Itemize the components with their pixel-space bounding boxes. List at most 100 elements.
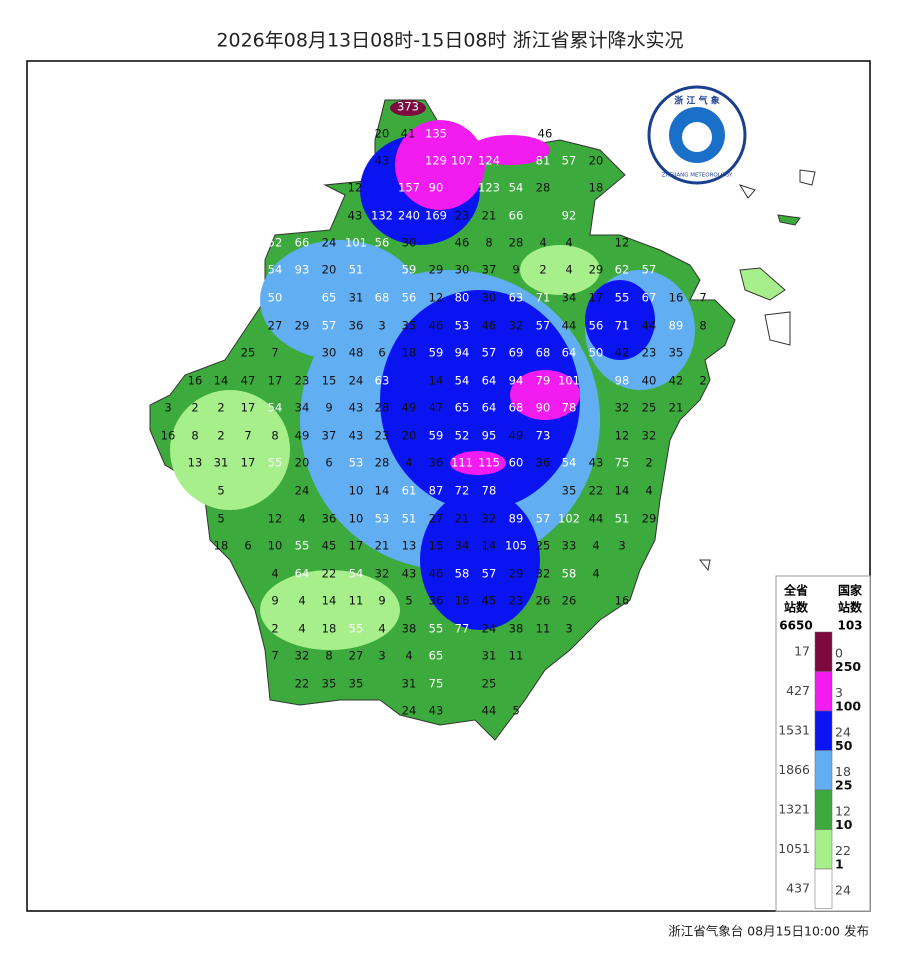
- station-value: 65: [455, 401, 470, 415]
- station-value: 129: [425, 154, 447, 168]
- station-value: 58: [562, 567, 577, 581]
- station-value: 14: [375, 484, 390, 498]
- legend-national-count: 22: [835, 843, 851, 858]
- station-value: 8: [191, 429, 198, 443]
- station-value: 75: [615, 456, 630, 470]
- legend-header: 站数: [784, 600, 809, 615]
- station-value: 71: [536, 291, 551, 305]
- station-value: 6: [244, 539, 251, 553]
- station-value: 28: [375, 401, 390, 415]
- rain-area: [390, 100, 426, 116]
- station-value: 50: [589, 346, 604, 360]
- station-value: 23: [295, 374, 310, 388]
- station-value: 4: [645, 484, 652, 498]
- station-value: 17: [268, 374, 283, 388]
- station-value: 123: [478, 181, 500, 195]
- station-value: 46: [538, 127, 553, 141]
- legend-total: 103: [837, 619, 862, 633]
- footer: 浙江省气象台 08月15日10:00 发布: [668, 924, 869, 939]
- legend-header: 站数: [838, 600, 863, 615]
- station-value: 65: [322, 291, 337, 305]
- station-value: 4: [271, 567, 278, 581]
- rain-area: [395, 120, 485, 210]
- station-value: 54: [268, 401, 283, 415]
- station-value: 2: [539, 263, 546, 277]
- station-value: 64: [295, 567, 310, 581]
- station-value: 23: [375, 429, 390, 443]
- station-value: 51: [402, 512, 417, 526]
- station-value: 22: [589, 484, 604, 498]
- station-value: 24: [482, 622, 497, 636]
- station-value: 90: [429, 181, 444, 195]
- station-value: 46: [482, 319, 497, 333]
- station-value: 28: [509, 236, 524, 250]
- station-value: 20: [402, 429, 417, 443]
- station-value: 14: [482, 539, 497, 553]
- station-value: 55: [295, 539, 310, 553]
- station-value: 8: [699, 319, 706, 333]
- station-value: 4: [565, 236, 572, 250]
- station-value: 9: [325, 401, 332, 415]
- station-value: 37: [482, 263, 497, 277]
- legend-province-count: 1531: [778, 722, 810, 737]
- station-value: 135: [425, 127, 447, 141]
- logo-cloud: [682, 122, 712, 152]
- legend-swatch: [814, 631, 833, 672]
- station-value: 2: [271, 622, 278, 636]
- station-value: 43: [349, 429, 364, 443]
- station-value: 2: [217, 429, 224, 443]
- station-value: 78: [482, 484, 497, 498]
- station-value: 25: [642, 401, 657, 415]
- station-value: 10: [268, 539, 283, 553]
- station-value: 94: [455, 346, 470, 360]
- station-value: 36: [536, 456, 551, 470]
- station-value: 49: [509, 429, 524, 443]
- station-value: 3: [565, 622, 572, 636]
- station-value: 52: [268, 236, 283, 250]
- legend-national-count: 18: [835, 764, 851, 779]
- station-value: 43: [349, 401, 364, 415]
- station-value: 66: [295, 236, 310, 250]
- station-value: 32: [295, 649, 310, 663]
- station-value: 2: [191, 401, 198, 415]
- station-value: 3: [164, 401, 171, 415]
- station-value: 55: [615, 291, 630, 305]
- station-value: 32: [536, 567, 551, 581]
- station-value: 373: [397, 100, 419, 114]
- logo-name: 浙 江 气 象: [674, 95, 719, 107]
- station-value: 36: [349, 319, 364, 333]
- station-value: 29: [509, 567, 524, 581]
- station-value: 72: [455, 484, 470, 498]
- rain-area: [470, 135, 550, 165]
- station-value: 44: [642, 319, 657, 333]
- station-value: 24: [349, 374, 364, 388]
- station-value: 21: [669, 401, 684, 415]
- station-value: 124: [478, 154, 500, 168]
- station-value: 11: [509, 649, 524, 663]
- station-value: 56: [589, 319, 604, 333]
- station-value: 105: [505, 539, 527, 553]
- station-value: 36: [429, 594, 444, 608]
- station-value: 32: [615, 401, 630, 415]
- station-value: 43: [589, 456, 604, 470]
- station-value: 23: [455, 209, 470, 223]
- station-value: 17: [241, 401, 256, 415]
- station-value: 101: [558, 374, 580, 388]
- station-value: 55: [268, 456, 283, 470]
- station-value: 4: [298, 512, 305, 526]
- station-value: 11: [349, 594, 364, 608]
- legend-swatch: [814, 829, 833, 870]
- rain-area: [260, 240, 420, 360]
- station-value: 51: [615, 512, 630, 526]
- station-value: 57: [482, 567, 497, 581]
- station-value: 49: [295, 429, 310, 443]
- station-value: 16: [161, 429, 176, 443]
- station-value: 4: [378, 622, 385, 636]
- station-value: 16: [669, 291, 684, 305]
- station-value: 54: [562, 456, 577, 470]
- station-value: 10: [349, 512, 364, 526]
- station-value: 14: [322, 594, 337, 608]
- station-value: 53: [455, 319, 470, 333]
- station-value: 52: [455, 429, 470, 443]
